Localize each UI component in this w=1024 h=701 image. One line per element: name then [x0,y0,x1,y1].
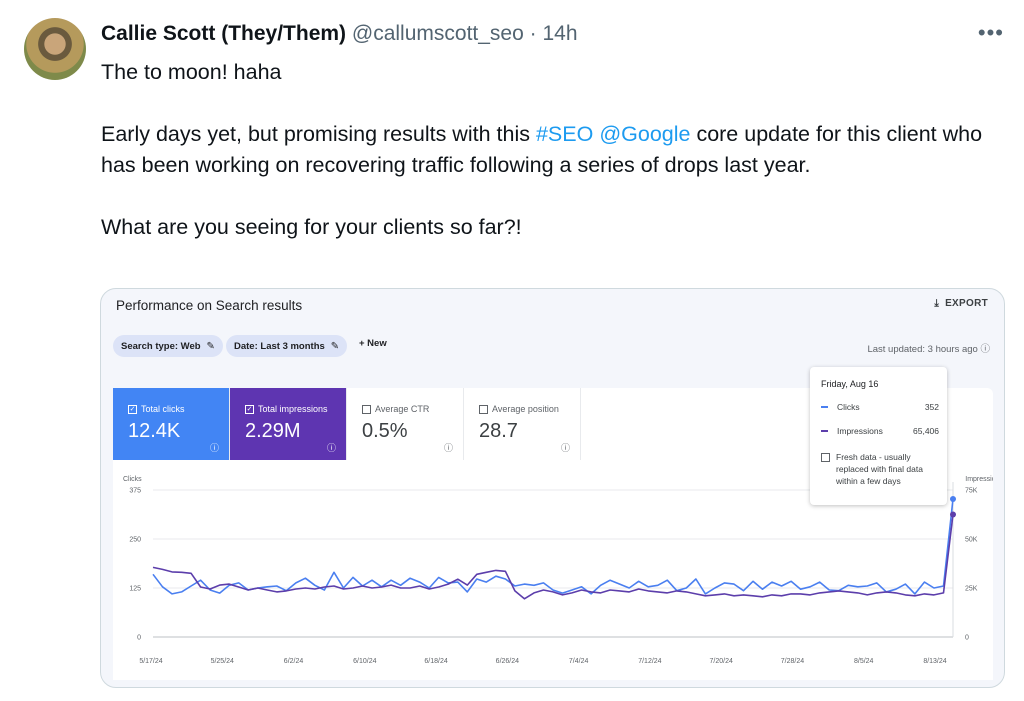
help-icon[interactable]: ⓘ [443,443,453,453]
x-tick-label: 6/2/24 [284,658,304,665]
left-tick-label: 250 [129,537,141,544]
new-filter-button[interactable]: + New [359,338,387,349]
tooltip-note-text: Fresh data - usually replaced with final… [836,452,923,486]
hashtag-link[interactable]: #SEO [535,122,594,146]
export-label: EXPORT [945,298,988,309]
hover-point-clicks [950,496,956,503]
left-tick-label: 125 [129,586,141,593]
tweet-paragraph-3: What are you seeing for your clients so … [101,215,522,239]
clicks-swatch [821,406,828,408]
tooltip-row-impressions: Impressions 65,406 [821,426,939,436]
right-tick-label: 75K [965,488,978,495]
metric-total-impressions[interactable]: ✓ Total impressions 2.29M ⓘ [230,388,347,460]
x-tick-label: 6/18/24 [424,658,447,665]
tweet-paragraph-2: Early days yet, but promising results wi… [101,119,1001,181]
export-button[interactable]: ⤓ EXPORT [934,298,988,309]
tooltip-value: 352 [924,402,939,412]
right-axis-label: Impressions [965,476,993,483]
metric-average-ctr[interactable]: Average CTR 0.5% ⓘ [347,388,464,460]
chart-svg[interactable]: 375 250 125 0 75K 50K 25K 0 Clicks Impressions 5/1… [113,460,993,680]
para2-end: core update for this client who has been… [101,122,983,177]
tooltip-date: Friday, Aug 16 [821,379,879,389]
x-tick-label: 8/13/24 [923,658,946,665]
metric-label: Total impressions [258,404,328,414]
x-tick-label: 7/20/24 [710,658,733,665]
x-tick-label: 5/17/24 [139,658,162,665]
help-icon[interactable]: ⓘ [209,443,219,453]
author-name[interactable]: Callie Scott (They/Them) [101,22,347,45]
x-tick-label: 8/5/24 [854,658,874,665]
download-icon: ⤓ [934,298,940,309]
pencil-icon: ✎ [206,340,215,352]
impressions-swatch [821,430,828,432]
right-tick-label: 0 [965,635,969,642]
metric-average-position[interactable]: Average position 28.7 ⓘ [464,388,581,460]
calendar-icon [821,453,830,462]
x-tick-label: 7/12/24 [638,658,661,665]
tweet-line-1: The to moon! haha [101,60,282,84]
x-tick-label: 7/4/24 [569,658,589,665]
checkbox-icon[interactable] [362,404,371,414]
tweet-text: The to moon! haha Early days yet, but pr… [101,57,1001,243]
para2-start: Early days yet, but promising results wi… [101,122,536,146]
x-tick-label: 6/10/24 [353,658,376,665]
help-icon[interactable]: ⓘ [326,443,336,453]
mention-link[interactable]: @Google [599,122,691,146]
right-tick-label: 50K [965,537,978,544]
help-icon[interactable]: ⓘ [980,344,990,355]
timestamp[interactable]: 14h [542,22,578,45]
last-updated-text: Last updated: 3 hours ago [867,344,978,355]
search-type-chip[interactable]: Search type: Web ✎ [113,335,223,357]
last-updated: Last updated: 3 hours ago ⓘ [867,341,990,355]
metric-label: Average position [492,404,559,414]
x-tick-label: 5/25/24 [211,658,234,665]
series-line-clicks [152,498,954,595]
tooltip-value: 65,406 [913,426,939,436]
chart-tooltip: Friday, Aug 16 Clicks 352 Impressions 65… [810,367,947,505]
metric-value: 2.29M [245,420,301,442]
checkbox-icon[interactable]: ✓ [245,404,254,414]
tooltip-label: Clicks [837,402,860,412]
checkbox-icon[interactable] [479,404,488,414]
author-handle[interactable]: @callumscott_seo [351,22,524,45]
tooltip-label: Impressions [837,426,883,436]
checkbox-icon[interactable]: ✓ [128,404,137,414]
series-line-impressions [152,514,954,600]
x-tick-label: 7/28/24 [781,658,804,665]
chip-label: Date: Last 3 months [234,340,325,352]
right-tick-label: 25K [965,586,978,593]
attached-image-card[interactable]: Performance on Search results ⤓ EXPORT S… [100,288,1005,688]
left-axis-label: Clicks [123,476,142,483]
gsc-title: Performance on Search results [116,298,303,313]
metric-label: Average CTR [375,404,430,414]
more-options-icon[interactable]: ••• [977,20,1004,45]
tooltip-note: Fresh data - usually replaced with final… [821,451,941,487]
help-icon[interactable]: ⓘ [560,443,570,453]
metric-value: 0.5% [362,420,408,442]
tweet-header: Callie Scott (They/Them) @callumscott_se… [101,21,578,47]
chip-label: Search type: Web [121,340,201,352]
left-tick-label: 0 [137,635,141,642]
metric-label: Total clicks [141,404,185,414]
x-tick-label: 6/26/24 [496,658,519,665]
separator: · [529,22,537,45]
metric-value: 28.7 [479,420,518,442]
date-chip[interactable]: Date: Last 3 months ✎ [226,335,348,357]
avatar[interactable] [24,18,86,80]
metric-value: 12.4K [128,420,181,442]
hover-point-impressions [950,511,956,518]
tooltip-row-clicks: Clicks 352 [821,402,939,412]
pencil-icon: ✎ [330,340,340,352]
left-tick-label: 375 [129,488,141,495]
metric-total-clicks[interactable]: ✓ Total clicks 12.4K ⓘ [113,388,230,460]
